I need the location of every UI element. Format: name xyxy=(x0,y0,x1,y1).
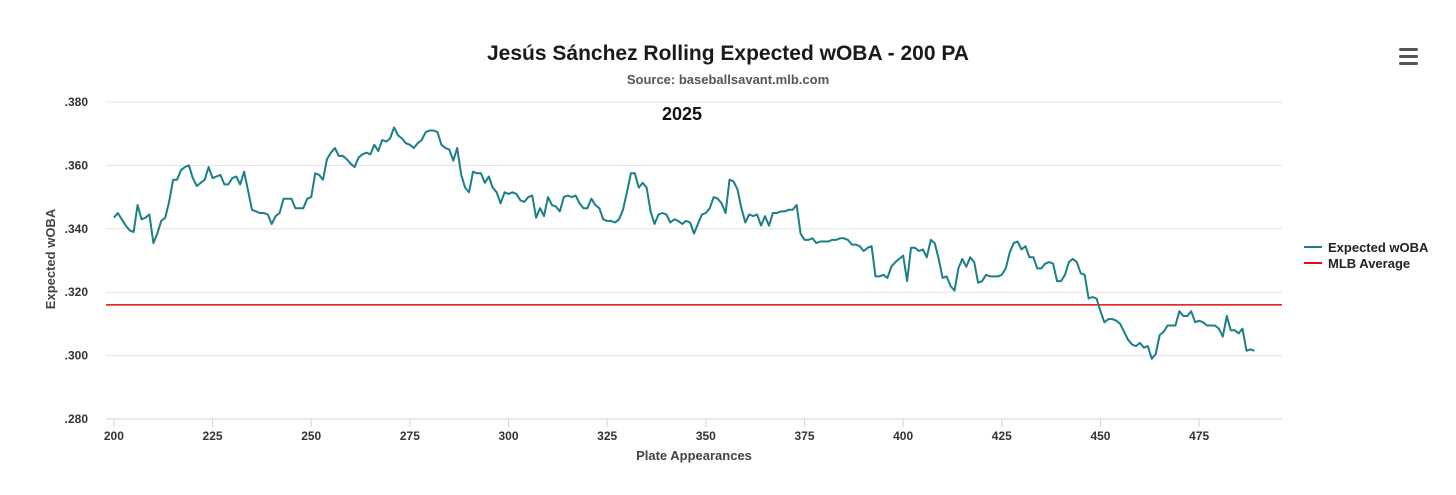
y-tick-label: .320 xyxy=(65,285,89,299)
legend-item-expected-woba[interactable]: Expected wOBA xyxy=(1304,240,1429,255)
y-tick-label: .300 xyxy=(65,349,89,363)
x-tick-label: 250 xyxy=(301,429,321,443)
y-tick-label: .340 xyxy=(65,222,89,236)
year-annotation: 2025 xyxy=(662,104,702,124)
expected-woba-line xyxy=(113,126,1255,360)
legend: Expected wOBA MLB Average xyxy=(1304,240,1429,271)
x-tick-label: 375 xyxy=(794,429,814,443)
x-tick-label: 400 xyxy=(893,429,913,443)
x-tick-label: 425 xyxy=(992,429,1012,443)
chart-title: Jesús Sánchez Rolling Expected wOBA - 20… xyxy=(487,42,969,65)
y-axis-title: Expected wOBA xyxy=(43,208,58,309)
chart-subtitle: Source: baseballsavant.mlb.com xyxy=(627,72,829,87)
y-tick-label: .380 xyxy=(65,95,89,109)
x-tick-label: 450 xyxy=(1090,429,1110,443)
x-tick-label: 275 xyxy=(400,429,420,443)
y-tick-label: .280 xyxy=(65,412,89,426)
x-axis-title: Plate Appearances xyxy=(636,448,752,463)
hamburger-menu-icon[interactable] xyxy=(1396,44,1422,68)
x-axis-ticks: 200 225 250 275 300 325 350 375 400 425 450 475 xyxy=(104,419,1209,443)
x-tick-label: 475 xyxy=(1189,429,1209,443)
x-tick-label: 200 xyxy=(104,429,124,443)
x-tick-label: 350 xyxy=(696,429,716,443)
y-axis-ticks: .280 .300 .320 .340 .360 .380 xyxy=(65,95,89,426)
y-tick-label: .360 xyxy=(65,158,89,172)
x-tick-label: 225 xyxy=(203,429,223,443)
x-tick-label: 325 xyxy=(597,429,617,443)
legend-item-mlb-average[interactable]: MLB Average xyxy=(1304,256,1410,271)
grid-lines xyxy=(106,101,1282,357)
legend-label-expected-woba: Expected wOBA xyxy=(1328,240,1429,255)
legend-label-mlb-average: MLB Average xyxy=(1328,256,1410,271)
x-tick-label: 300 xyxy=(499,429,519,443)
